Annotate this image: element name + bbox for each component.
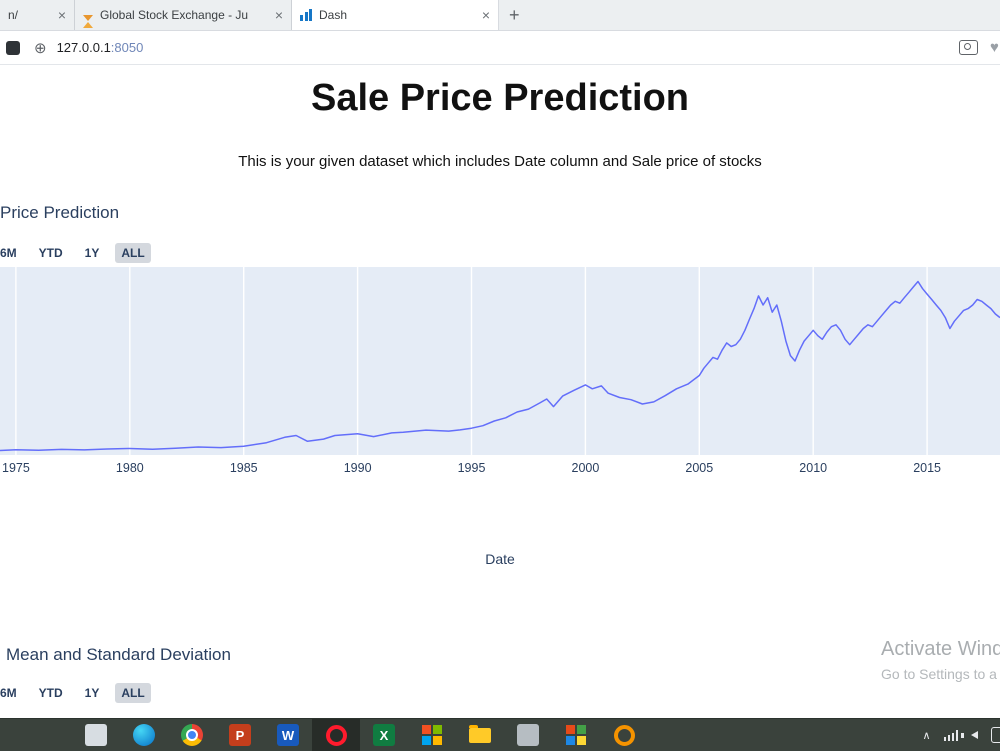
watermark-line2: Go to Settings to a (881, 666, 997, 682)
opera-browser-icon (325, 724, 347, 746)
photos-app-icon (566, 725, 586, 745)
taskbar-item-opera-browser[interactable] (312, 719, 360, 751)
tab-close-icon[interactable]: × (481, 7, 490, 23)
url-host: 127.0.0.1 (56, 40, 111, 55)
browser-viewport: Sale Price Prediction This is your given… (0, 65, 1000, 718)
hourglass-icon (83, 15, 93, 28)
chrome-browser-icon (181, 724, 203, 746)
range-button-6m[interactable]: 6M (0, 246, 17, 260)
taskbar-item-word[interactable]: W (264, 719, 312, 751)
watermark-line1: Activate Wind (881, 638, 1000, 660)
x-tick-label: 1980 (115, 461, 144, 475)
bookmark-heart-icon[interactable]: ♥ (990, 39, 999, 56)
bar-chart-favicon-icon (300, 9, 312, 21)
tab-global-stock-exchange[interactable]: Global Stock Exchange - Ju × (75, 0, 292, 30)
tab-title: n/ (8, 8, 19, 22)
new-tab-button[interactable]: + (509, 4, 520, 25)
taskbar-item-app-light[interactable] (72, 719, 120, 751)
range-button-ytd[interactable]: YTD (38, 246, 63, 260)
snapshot-camera-icon[interactable] (959, 40, 978, 55)
x-tick-label: 1985 (229, 461, 258, 475)
globe-icon: ⊕ (34, 39, 47, 57)
app-colorful-icon (422, 725, 442, 745)
x-axis-label: Date (485, 551, 515, 567)
tab-title: Global Stock Exchange - Ju (100, 8, 249, 22)
file-explorer-icon (469, 724, 491, 743)
tab-dash-active[interactable]: Dash × (292, 0, 499, 30)
chart2-title: Mean and Standard Deviation (6, 645, 231, 664)
taskbar-item-photos-app[interactable] (552, 719, 600, 751)
chart2-range-selector: 6M YTD 1Y ALL (0, 683, 151, 703)
range-button-all[interactable]: ALL (115, 683, 151, 703)
x-tick-label: 1975 (2, 461, 30, 475)
activate-windows-watermark: Activate Wind Go to Settings to a (881, 638, 1000, 682)
range-button-6m[interactable]: 6M (0, 686, 17, 700)
excel-icon: X (373, 724, 395, 746)
taskbar-item-chrome-browser[interactable] (168, 719, 216, 751)
app-light-icon (85, 724, 107, 746)
page-title: Sale Price Prediction (310, 77, 690, 119)
page-subtitle: This is your given dataset which include… (238, 153, 762, 170)
tray-chevron-up-icon[interactable]: ∧ (922, 729, 931, 742)
taskbar-item-edge-browser[interactable] (120, 719, 168, 751)
x-tick-label: 2005 (685, 461, 714, 475)
x-tick-label: 2000 (571, 461, 600, 475)
windows-taskbar: P W X ∧ (0, 718, 1000, 751)
sync-app-icon (613, 724, 635, 746)
taskbar-item-excel[interactable]: X (360, 719, 408, 751)
taskbar-item-powerpoint[interactable]: P (216, 719, 264, 751)
tab-close-icon[interactable]: × (274, 7, 283, 23)
tab-close-icon[interactable]: × (57, 7, 66, 23)
tray-partial-icon[interactable] (991, 727, 1000, 743)
word-icon: W (277, 724, 299, 746)
range-button-all[interactable]: ALL (115, 243, 151, 263)
range-button-1y[interactable]: 1Y (84, 686, 100, 700)
app-gray-icon (517, 724, 539, 746)
range-button-ytd[interactable]: YTD (38, 686, 63, 700)
tab-title: Dash (319, 8, 348, 22)
taskbar-item-app-colorful[interactable] (408, 719, 456, 751)
x-tick-label: 1995 (457, 461, 486, 475)
taskbar-item-app-gray[interactable] (504, 719, 552, 751)
tab-partial[interactable]: n/ × (0, 0, 75, 30)
x-tick-label: 1990 (343, 461, 372, 475)
url-port: :8050 (110, 40, 144, 55)
edge-browser-icon (133, 724, 155, 746)
chart1-title: Price Prediction (0, 203, 120, 222)
url-field[interactable]: 127.0.0.1:8050 (57, 40, 144, 55)
taskbar-item-file-explorer[interactable] (456, 719, 504, 751)
network-signal-icon[interactable] (943, 729, 958, 741)
price-line-chart (0, 267, 1000, 455)
x-tick-label: 2015 (913, 461, 941, 475)
price-chart-plot-area[interactable] (0, 267, 1000, 455)
x-axis-tick-row: 1975 1980 1985 1990 1995 2000 2005 2010 2015 (0, 461, 1000, 477)
browser-address-bar: ⊕ 127.0.0.1:8050 ♥ (0, 31, 1000, 65)
browser-menu-icon[interactable] (6, 40, 20, 55)
powerpoint-icon: P (229, 724, 251, 746)
chart1-range-selector: 6M YTD 1Y ALL (0, 243, 151, 263)
browser-tab-bar: n/ × Global Stock Exchange - Ju × Dash ×… (0, 0, 1000, 31)
x-tick-label: 2010 (799, 461, 828, 475)
system-tray: ∧ (922, 719, 1000, 751)
range-button-1y[interactable]: 1Y (84, 246, 100, 260)
taskbar-item-sync-app[interactable] (600, 719, 648, 751)
volume-icon[interactable] (961, 731, 978, 739)
